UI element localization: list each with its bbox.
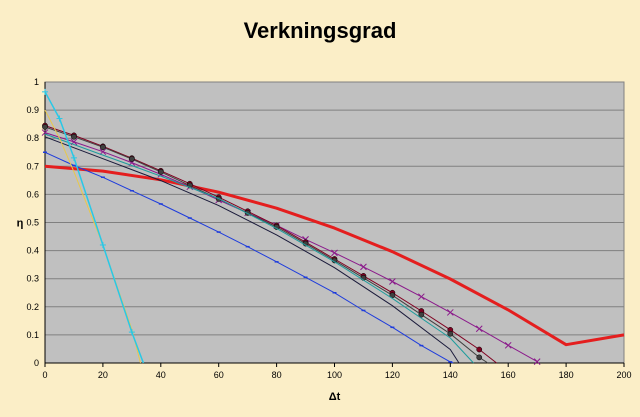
- data-point: [71, 133, 77, 140]
- series-5: [44, 133, 474, 364]
- x-tick-label: 100: [327, 370, 342, 380]
- series-group: [41, 88, 625, 365]
- data-point: [389, 278, 396, 285]
- y-tick-label: 0.3: [26, 274, 39, 284]
- data-point: [42, 88, 48, 95]
- series-line: [44, 151, 454, 364]
- x-axis-label: Δt: [329, 391, 341, 403]
- series-7: [43, 151, 454, 364]
- x-tick-label: 140: [443, 370, 458, 380]
- data-point: [100, 144, 106, 151]
- x-tick-label: 160: [501, 370, 516, 380]
- y-tick-label: 0: [34, 358, 39, 368]
- data-point: [475, 325, 483, 333]
- data-point: [417, 293, 425, 301]
- x-tick-label: 40: [156, 370, 166, 380]
- data-point: [56, 115, 63, 122]
- data-point-stroke: [446, 309, 454, 316]
- y-tick-label: 1: [34, 77, 39, 87]
- y-tick-label: 0.6: [26, 189, 39, 199]
- x-tick-label: 60: [214, 370, 224, 380]
- data-point: [533, 358, 541, 365]
- data-point: [446, 309, 454, 316]
- data-point-stroke: [41, 129, 49, 136]
- data-point: [157, 169, 164, 175]
- data-point: [447, 330, 454, 337]
- x-tick-label: 180: [559, 370, 574, 380]
- series-line: [44, 136, 460, 364]
- data-point: [360, 263, 367, 271]
- data-point-stroke: [389, 278, 396, 285]
- data-point-stroke: [360, 263, 367, 271]
- y-tick-label: 0.1: [26, 330, 39, 340]
- series-line: [44, 91, 145, 364]
- y-tick-label: 0.7: [26, 161, 39, 171]
- data-point: [418, 311, 425, 318]
- data-point: [99, 241, 106, 248]
- series-line: [44, 164, 625, 347]
- y-tick-label: 0.8: [26, 133, 39, 143]
- data-point: [476, 346, 483, 353]
- y-tick-label: 0.5: [26, 218, 39, 228]
- x-tick-label: 20: [98, 370, 108, 380]
- data-point: [331, 249, 338, 257]
- data-point: [476, 354, 483, 361]
- data-point: [128, 329, 135, 336]
- series-6: [44, 136, 460, 364]
- y-tick-label: 0.9: [26, 105, 39, 115]
- series-line: [44, 133, 474, 364]
- data-point: [504, 341, 512, 349]
- y-tick-label: 0.2: [26, 302, 39, 312]
- data-point: [129, 156, 135, 162]
- series-4: [42, 124, 489, 364]
- data-point: [99, 148, 107, 156]
- y-axis-label: η: [17, 218, 24, 230]
- axis-ticks: 0 0.1 0.2 0.3 0.4 0.5 0.6 0.7 0.8 0.9 1 0 20 40 60 80 10…: [26, 77, 631, 380]
- x-tick-label: 120: [385, 370, 400, 380]
- chart-title: Verkningsgrad: [243, 18, 397, 43]
- data-point-stroke: [533, 358, 541, 365]
- data-point-stroke: [504, 341, 512, 349]
- data-point-stroke: [475, 325, 483, 333]
- data-point-stroke: [331, 249, 338, 257]
- x-tick-label: 200: [616, 370, 631, 380]
- series-1: [44, 164, 625, 347]
- series-9: [42, 88, 145, 364]
- data-point: [42, 124, 48, 130]
- x-tick-label: 80: [272, 370, 282, 380]
- data-point-stroke: [417, 293, 425, 301]
- series-line: [44, 132, 538, 363]
- data-point-stroke: [99, 148, 107, 156]
- data-point: [70, 154, 77, 161]
- x-tick-label: 0: [42, 370, 47, 380]
- y-tick-label: 0.4: [26, 246, 39, 256]
